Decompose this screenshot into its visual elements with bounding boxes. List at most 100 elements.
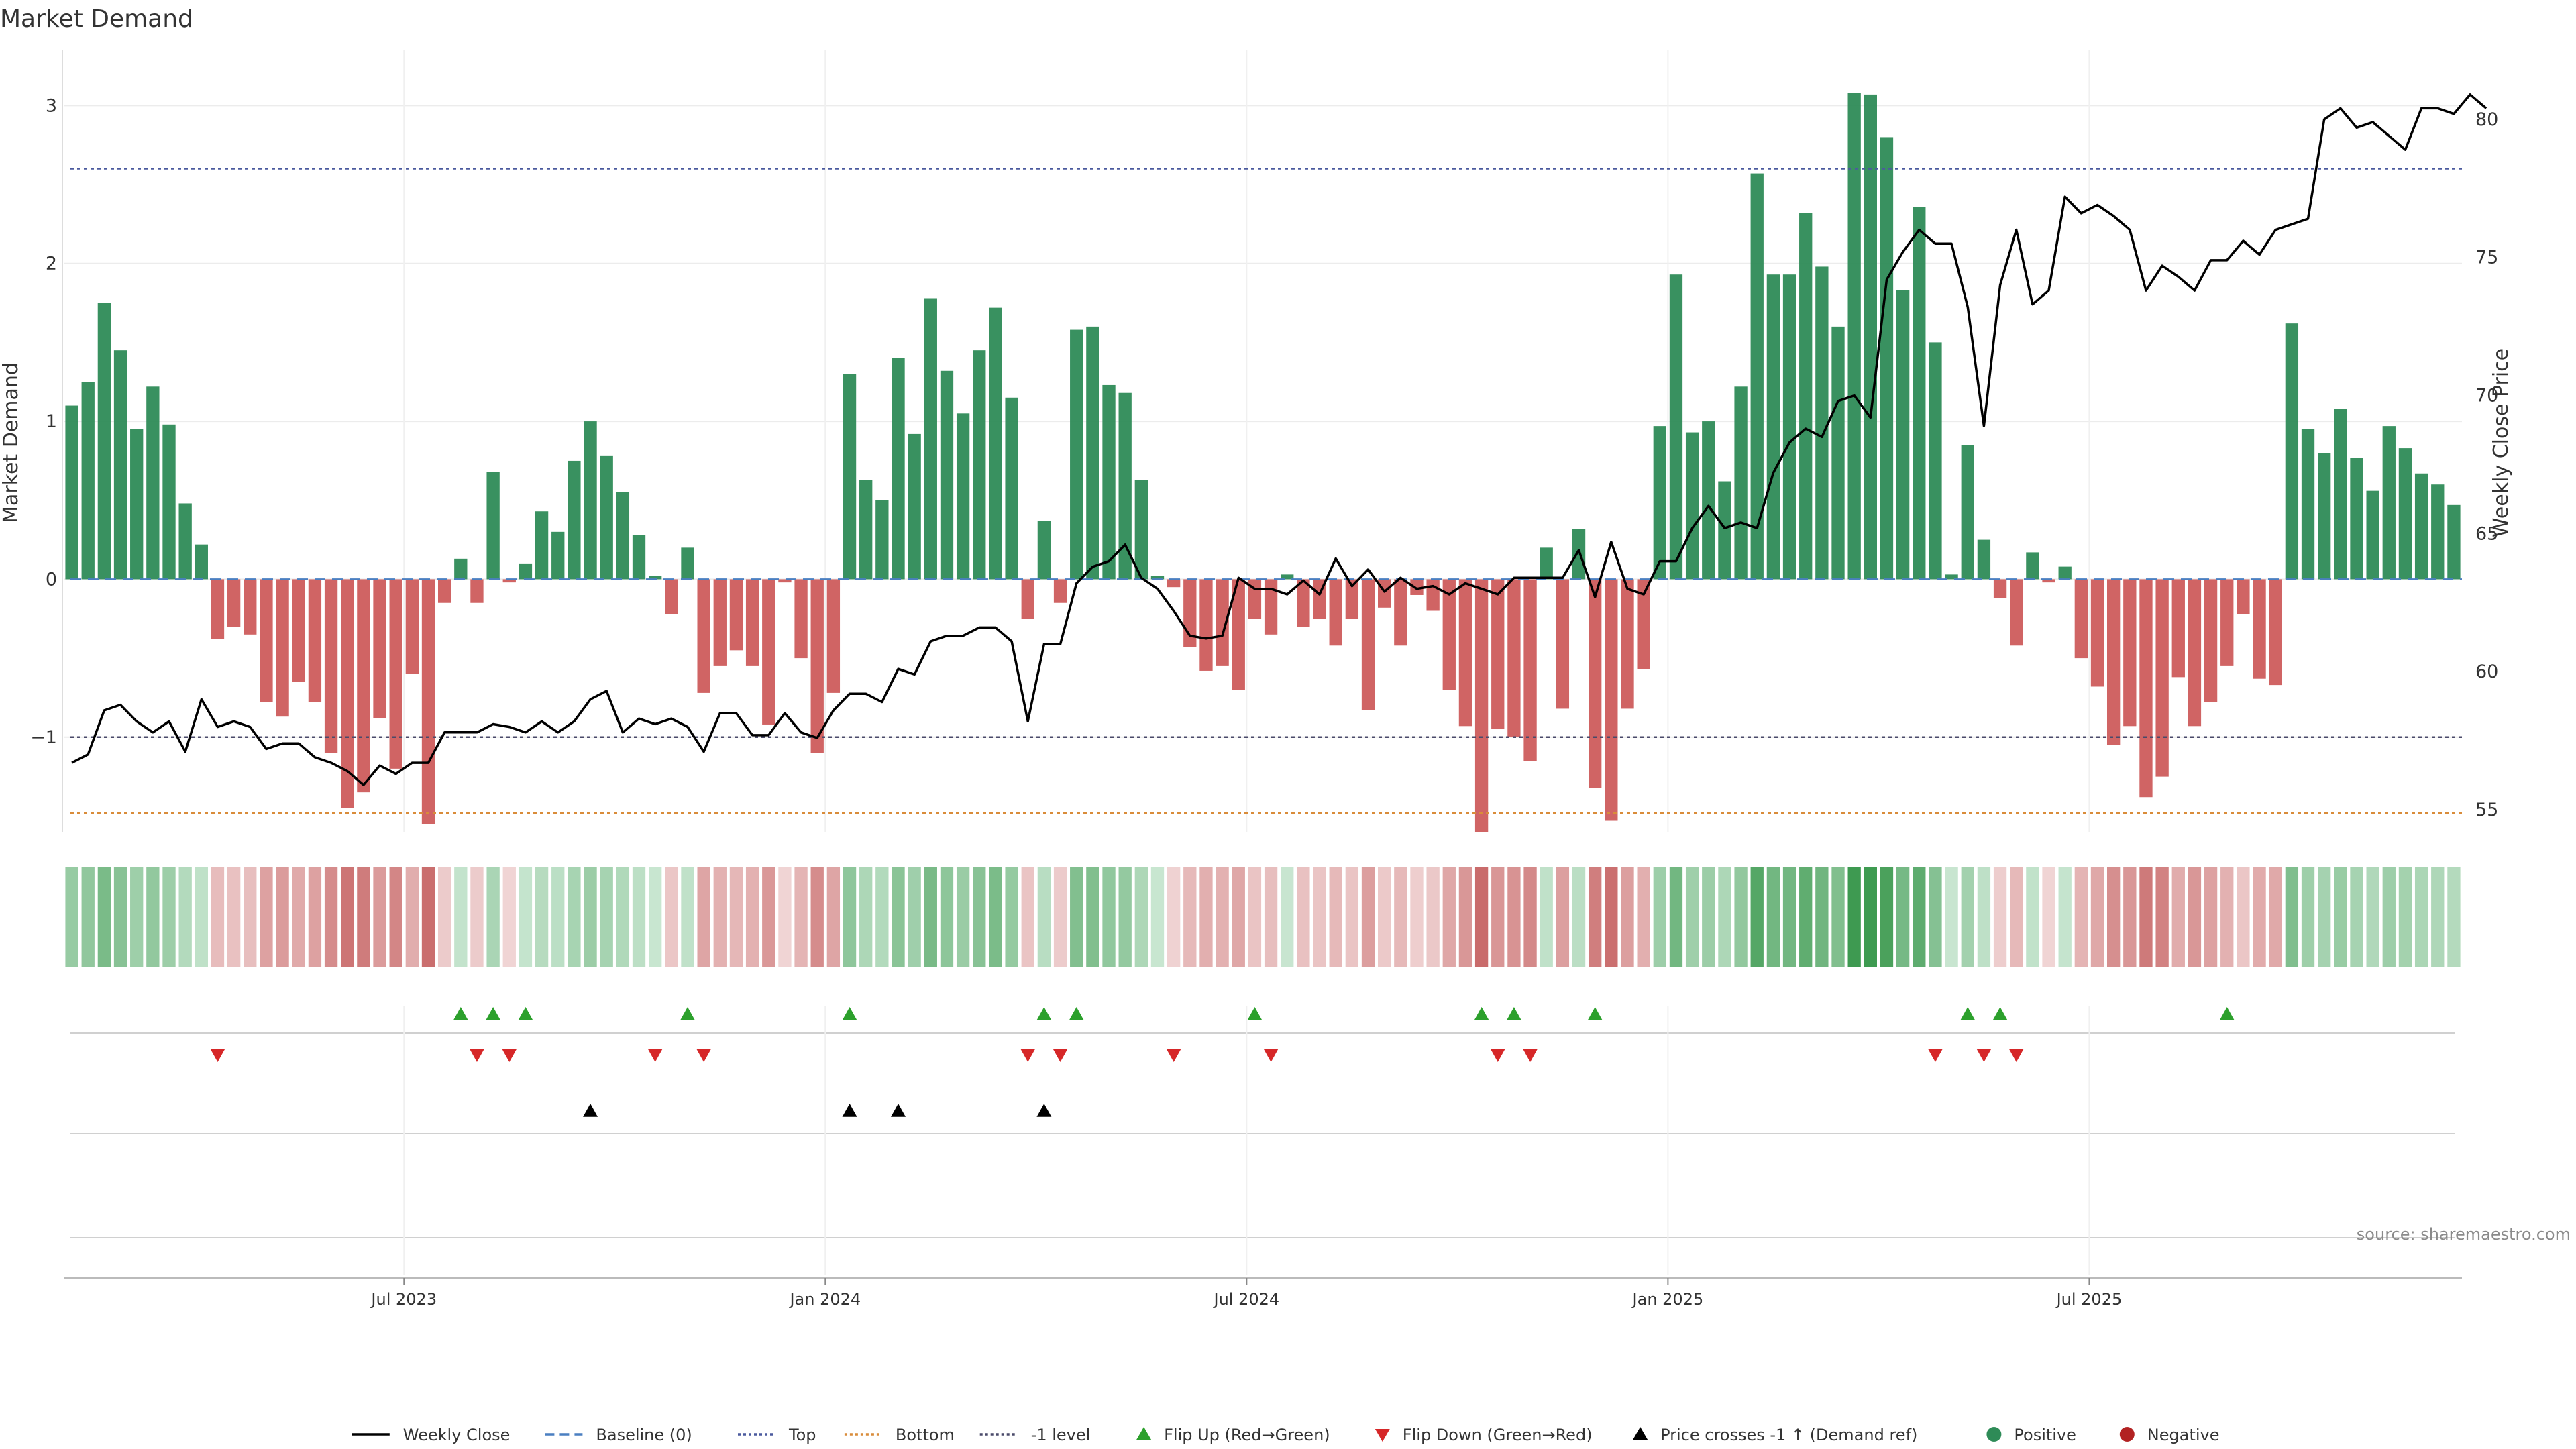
demand-band-cell (1264, 867, 1278, 967)
demand-bar (1831, 326, 1845, 580)
demand-bar (2414, 473, 2428, 580)
demand-bar (2237, 579, 2250, 614)
demand-band-cell (1474, 867, 1489, 967)
demand-bar (437, 579, 451, 603)
demand-bar (1847, 93, 1861, 580)
legend-label: Negative (2147, 1426, 2220, 1444)
demand-band-cell (2123, 867, 2137, 967)
demand-bar (1799, 213, 1813, 580)
x-tick-label: Jan 2025 (1631, 1290, 1704, 1309)
demand-band-cell (1913, 867, 1926, 967)
demand-bar (859, 480, 873, 580)
demand-band-cell (1750, 867, 1764, 967)
demand-band-cell (1167, 867, 1181, 967)
demand-band-cell (778, 867, 792, 967)
price-line-layer (71, 93, 2487, 786)
demand-band-cell (1361, 867, 1375, 967)
demand-bar (1669, 274, 1683, 580)
price-cross-marker (583, 1104, 598, 1117)
demand-bar (2042, 579, 2055, 583)
y-tick-right: 55 (2475, 800, 2498, 820)
flip-down-marker (1976, 1049, 1992, 1062)
flip-down-marker (210, 1049, 225, 1062)
x-tick-label: Jul 2024 (1213, 1290, 1280, 1309)
demand-bar (1232, 579, 1245, 690)
flip-down-marker (1166, 1049, 1181, 1062)
demand-bar (1474, 579, 1489, 832)
demand-band-cell (502, 867, 516, 967)
demand-bar (778, 579, 792, 583)
demand-band-cell (1702, 867, 1715, 967)
demand-band-cell (875, 867, 889, 967)
demand-band-cell (1281, 867, 1294, 967)
weekly-close-line (71, 93, 2487, 786)
demand-band-cell (2285, 867, 2299, 967)
legend-label: Price crosses -1 ↑ (Demand ref) (1660, 1426, 1917, 1444)
demand-band-cell (2090, 867, 2104, 967)
demand-band-cell (1297, 867, 1310, 967)
demand-bar (341, 579, 354, 808)
price-cross-marker (842, 1104, 857, 1117)
demand-band-cell (2334, 867, 2347, 967)
legend-swatch-tri-up (1633, 1427, 1648, 1440)
demand-bar (665, 579, 678, 614)
y-tick-left: 0 (46, 569, 57, 590)
demand-band-cell (1442, 867, 1456, 967)
demand-band-cell (195, 867, 208, 967)
demand-bar (1929, 342, 1942, 580)
demand-band-cell (1864, 867, 1877, 967)
demand-bar (2026, 552, 2039, 580)
demand-bar (1021, 579, 1034, 619)
reference-lines (70, 168, 2462, 814)
flip-up-marker (680, 1007, 695, 1020)
demand-band-cell (826, 867, 841, 967)
flip-up-marker (1960, 1007, 1976, 1020)
demand-band-cell (470, 867, 484, 967)
y-axis-label-left: Market Demand (0, 362, 23, 523)
demand-band-cell (892, 867, 905, 967)
demand-bar (244, 579, 257, 635)
demand-band-cell (486, 867, 500, 967)
demand-band-cell (1216, 867, 1229, 967)
demand-bar (276, 579, 289, 717)
demand-bar (227, 579, 241, 627)
demand-band-cell (130, 867, 144, 967)
demand-bar (1782, 274, 1796, 580)
demand-bar (405, 579, 419, 674)
demand-bar (1896, 290, 1910, 580)
demand-bar (843, 374, 857, 580)
demand-bar (1556, 579, 1570, 709)
flip-up-marker (1474, 1007, 1489, 1020)
demand-band-cell (665, 867, 678, 967)
demand-band-cell (2042, 867, 2055, 967)
demand-band-cell (1345, 867, 1359, 967)
demand-band-cell (2269, 867, 2282, 967)
demand-band-cell (1053, 867, 1067, 967)
demand-band-cell (649, 867, 662, 967)
demand-band-cell (244, 867, 257, 967)
demand-bar (1718, 481, 1731, 580)
demand-band-cell (568, 867, 581, 967)
legend: Weekly Close Baseline (0) Top Bottom -1 leve… (352, 1426, 2220, 1444)
demand-bar (956, 413, 970, 580)
demand-bar (1572, 529, 1586, 580)
demand-bar (632, 535, 646, 580)
demand-band-cell (2237, 867, 2250, 967)
demand-band-cell (2026, 867, 2039, 967)
demand-band-cell (1118, 867, 1132, 967)
demand-band-cell (1086, 867, 1099, 967)
demand-band-cell (373, 867, 386, 967)
demand-band-cell (2010, 867, 2023, 967)
demand-band-cell (1005, 867, 1018, 967)
demand-bar (2269, 579, 2282, 686)
demand-band-cell (2220, 867, 2234, 967)
demand-band-cell (1945, 867, 1958, 967)
demand-bar (2139, 579, 2153, 798)
demand-bar (357, 579, 370, 793)
demand-band-cell (2366, 867, 2379, 967)
demand-band-cell (1556, 867, 1570, 967)
demand-bar (2253, 579, 2266, 679)
demand-band-cell (1831, 867, 1845, 967)
demand-bar (1637, 579, 1650, 669)
demand-band-cell (519, 867, 533, 967)
